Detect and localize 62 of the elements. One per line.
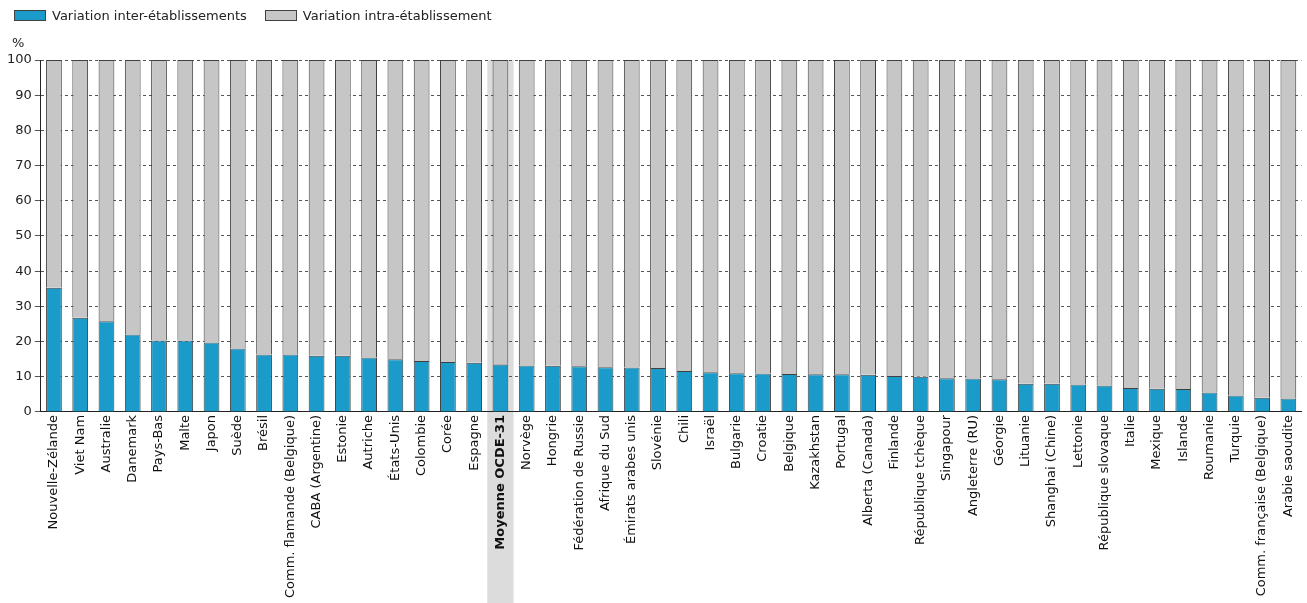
x-tick-label: Autriche xyxy=(360,414,376,470)
x-tick-label: Afrique du Sud xyxy=(596,414,612,511)
x-tick-label: Portugal xyxy=(833,414,849,469)
y-tick-label: 0 xyxy=(23,403,32,419)
x-tick-label: Japon xyxy=(202,414,218,453)
x-tick-label: États-Unis xyxy=(386,414,402,481)
y-tick-label: 70 xyxy=(15,156,32,172)
x-tick-label: Australie xyxy=(97,414,113,473)
x-tick-label: Espagne xyxy=(465,414,481,471)
x-tick-label: Colombie xyxy=(413,414,429,477)
y-tick-label: 10 xyxy=(15,368,32,384)
x-tick-label: Brésil xyxy=(255,414,271,451)
y-tick-label: 100 xyxy=(6,51,32,67)
text: Variation intra-établissement xyxy=(302,7,492,23)
x-tick-label: République tchèque xyxy=(912,414,928,545)
x-tick-label: Viet Nam xyxy=(71,414,87,475)
x-tick-label: Angleterre (RU) xyxy=(964,414,980,517)
x-tick-label: Danemark xyxy=(124,414,140,483)
x-tick-label: Malte xyxy=(176,414,192,451)
y-tick-label: 80 xyxy=(15,121,32,137)
x-tick-label: Moyenne OCDE-31 xyxy=(491,414,507,550)
x-tick-label: Islande xyxy=(1174,414,1190,462)
legend-label: Variation inter-établissements xyxy=(52,7,247,23)
x-tick-label: CABA (Argentine) xyxy=(307,414,323,529)
x-tick-label: Suède xyxy=(229,414,245,456)
x-tick-label: Géorgie xyxy=(990,414,1006,466)
x-tick-label: Comm. française (Belgique) xyxy=(1253,414,1269,597)
x-tick-label: Finlande xyxy=(885,414,901,470)
x-tick-label: Norvège xyxy=(518,414,534,470)
x-tick-label: Belgique xyxy=(780,414,796,472)
y-tick-label: 60 xyxy=(15,192,32,208)
x-tick-label: Nouvelle-Zélande xyxy=(45,414,61,530)
x-tick-label: Croatie xyxy=(754,414,770,462)
x-tick-label: Comm. flamande (Belgique) xyxy=(281,414,297,599)
x-tick-label: Fédération de Russie xyxy=(570,414,586,551)
x-tick-label: Shanghai (Chine) xyxy=(1043,414,1059,528)
y-tick-label: 20 xyxy=(15,332,32,348)
x-tick-label: République slovaque xyxy=(1095,414,1111,551)
x-tick-label: Arabie saoudite xyxy=(1279,414,1295,518)
y-tick-label: 40 xyxy=(15,262,32,278)
x-tick-label: Pays-Bas xyxy=(150,414,166,473)
x-tick-label: Bulgarie xyxy=(728,414,744,469)
x-tick-label: Lettonie xyxy=(1069,414,1085,468)
x-tick-label: Estonie xyxy=(334,414,350,463)
x-tick-label: Alberta (Canada) xyxy=(859,414,875,526)
x-tick-label: Turquie xyxy=(1227,414,1243,464)
x-tick-label: Italie xyxy=(1122,414,1138,448)
x-tick-label: Chili xyxy=(675,414,691,444)
y-tick-label: 30 xyxy=(15,297,32,313)
x-tick-label: Kazakhstan xyxy=(806,414,822,490)
x-tick-label: Roumanie xyxy=(1200,414,1216,481)
x-tick-label: Israël xyxy=(701,414,717,451)
x-tick-label: Mexique xyxy=(1148,414,1164,470)
y-tick-label: 50 xyxy=(15,227,32,243)
x-tick-label: Émirats arabes unis xyxy=(623,414,639,545)
x-tick-label: Corée xyxy=(439,414,455,454)
x-tick-label: Hongrie xyxy=(544,414,560,467)
x-tick-label: Lituanie xyxy=(1017,414,1033,467)
y-tick-label: 90 xyxy=(15,86,32,102)
x-tick-label: Singapour xyxy=(938,414,954,482)
y-axis-title: % xyxy=(12,34,25,50)
x-tick-label: Slovénie xyxy=(649,414,665,471)
